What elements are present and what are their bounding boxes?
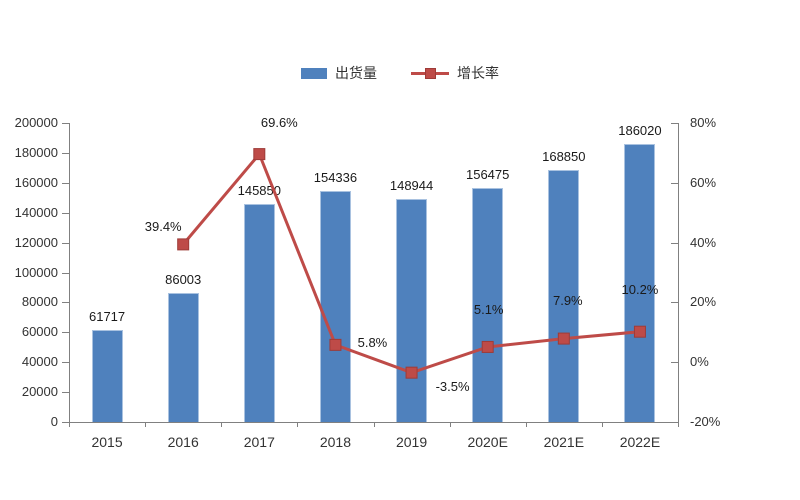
x-axis-category-label: 2016 (167, 434, 199, 450)
y-axis-left-tick (62, 422, 69, 423)
chart-legend: 出货量 增长率 (0, 62, 800, 84)
y-axis-left-tick-label: 40000 (21, 354, 58, 370)
y-axis-left-tick-label: 0 (50, 414, 58, 429)
y-axis-right-tick (671, 242, 678, 244)
y-axis-left-tick-label: 200000 (14, 115, 58, 130)
line-point-marker (253, 148, 266, 161)
x-axis-tick (373, 422, 375, 427)
line-point-marker (177, 238, 190, 251)
y-axis-right-tick-label: -20% (690, 414, 721, 429)
x-axis-tick (678, 422, 679, 427)
y-axis-left-tick (62, 152, 69, 154)
y-axis-right-tick (671, 123, 678, 124)
bar-value-label: 61717 (88, 308, 126, 324)
bar (167, 293, 199, 422)
x-axis-category-label: 2019 (395, 434, 428, 450)
line-point-label: -3.5% (435, 378, 470, 394)
y-axis-left-tick (62, 182, 69, 184)
y-axis-left-line (69, 123, 70, 427)
y-axis-left-tick-label: 60000 (21, 324, 58, 340)
x-axis-tick (601, 422, 603, 427)
y-axis-left-tick (62, 362, 69, 364)
y-axis-left-tick (62, 242, 69, 244)
bar-value-label: 145850 (237, 182, 281, 198)
y-axis-right-tick (671, 422, 678, 423)
bar (548, 169, 580, 422)
line-point-marker (481, 340, 494, 353)
y-axis-left-tick (62, 212, 69, 214)
x-axis-tick (525, 422, 527, 427)
line-point-label: 7.9% (552, 292, 583, 308)
line-point-label: 69.6% (260, 115, 298, 131)
bar (472, 188, 504, 422)
y-axis-left-tick (62, 272, 69, 274)
bar (396, 199, 428, 422)
x-axis-tick (221, 422, 223, 427)
y-axis-left-tick-label: 120000 (14, 234, 58, 250)
y-axis-left-tick (62, 302, 69, 304)
bar-value-label: 148944 (389, 178, 434, 194)
line-point-label: 5.8% (357, 334, 388, 350)
bar (91, 329, 123, 422)
bar (319, 191, 351, 422)
line-point-marker (633, 325, 646, 338)
bar-value-label: 168850 (542, 148, 586, 164)
y-axis-right-line (678, 123, 679, 422)
bar-series-swatch-icon (301, 67, 327, 79)
bar (624, 143, 656, 422)
line-point-marker (329, 338, 342, 351)
line-point-marker (405, 366, 418, 379)
y-axis-left-tick-label: 20000 (21, 384, 58, 400)
x-axis-tick (69, 422, 70, 427)
y-axis-left-tick-label: 100000 (14, 264, 58, 280)
legend-item-growth-rate: 增长率 (411, 63, 499, 83)
x-axis-category-label: 2020E (467, 434, 508, 450)
legend-label-shipments: 出货量 (335, 65, 377, 81)
y-axis-left-tick (62, 392, 69, 394)
y-axis-left-tick (62, 123, 69, 124)
y-axis-right-tick-label: 0% (690, 354, 709, 370)
y-axis-right-tick (671, 362, 678, 364)
x-axis-tick (297, 422, 299, 427)
bar (243, 203, 275, 422)
y-axis-right-tick (671, 182, 678, 184)
line-point-label: 5.1% (473, 301, 504, 317)
line-series-swatch-icon (411, 67, 449, 79)
bar-value-label: 156475 (465, 167, 510, 183)
line-point-marker (557, 332, 570, 345)
y-axis-right-tick-label: 20% (690, 294, 717, 310)
y-axis-left-tick-label: 180000 (14, 144, 58, 160)
x-axis-category-label: 2021E (543, 434, 585, 450)
x-axis-tick (449, 422, 451, 427)
bar-value-label: 154336 (313, 170, 358, 186)
y-axis-right-tick-label: 40% (690, 234, 717, 250)
bar-value-label: 186020 (618, 122, 662, 138)
y-axis-right-tick (671, 302, 678, 304)
line-point-label: 39.4% (144, 219, 182, 235)
y-axis-left-tick (62, 332, 69, 334)
line-point-label: 10.2% (621, 281, 659, 297)
x-axis-category-label: 2018 (319, 434, 352, 450)
y-axis-right-tick-label: 60% (690, 174, 717, 190)
legend-item-shipments: 出货量 (301, 63, 377, 83)
bar-value-label: 86003 (165, 272, 202, 288)
x-axis-category-label: 2017 (243, 434, 275, 450)
y-axis-right-tick-label: 80% (690, 115, 717, 130)
x-axis-category-label: 2015 (91, 434, 123, 450)
y-axis-left-tick-label: 80000 (21, 294, 58, 310)
x-axis-category-label: 2022E (619, 434, 661, 450)
x-axis-tick (145, 422, 147, 427)
y-axis-left-tick-label: 140000 (14, 204, 58, 220)
y-axis-left-tick-label: 160000 (14, 174, 58, 190)
legend-label-growth-rate: 增长率 (457, 65, 499, 81)
